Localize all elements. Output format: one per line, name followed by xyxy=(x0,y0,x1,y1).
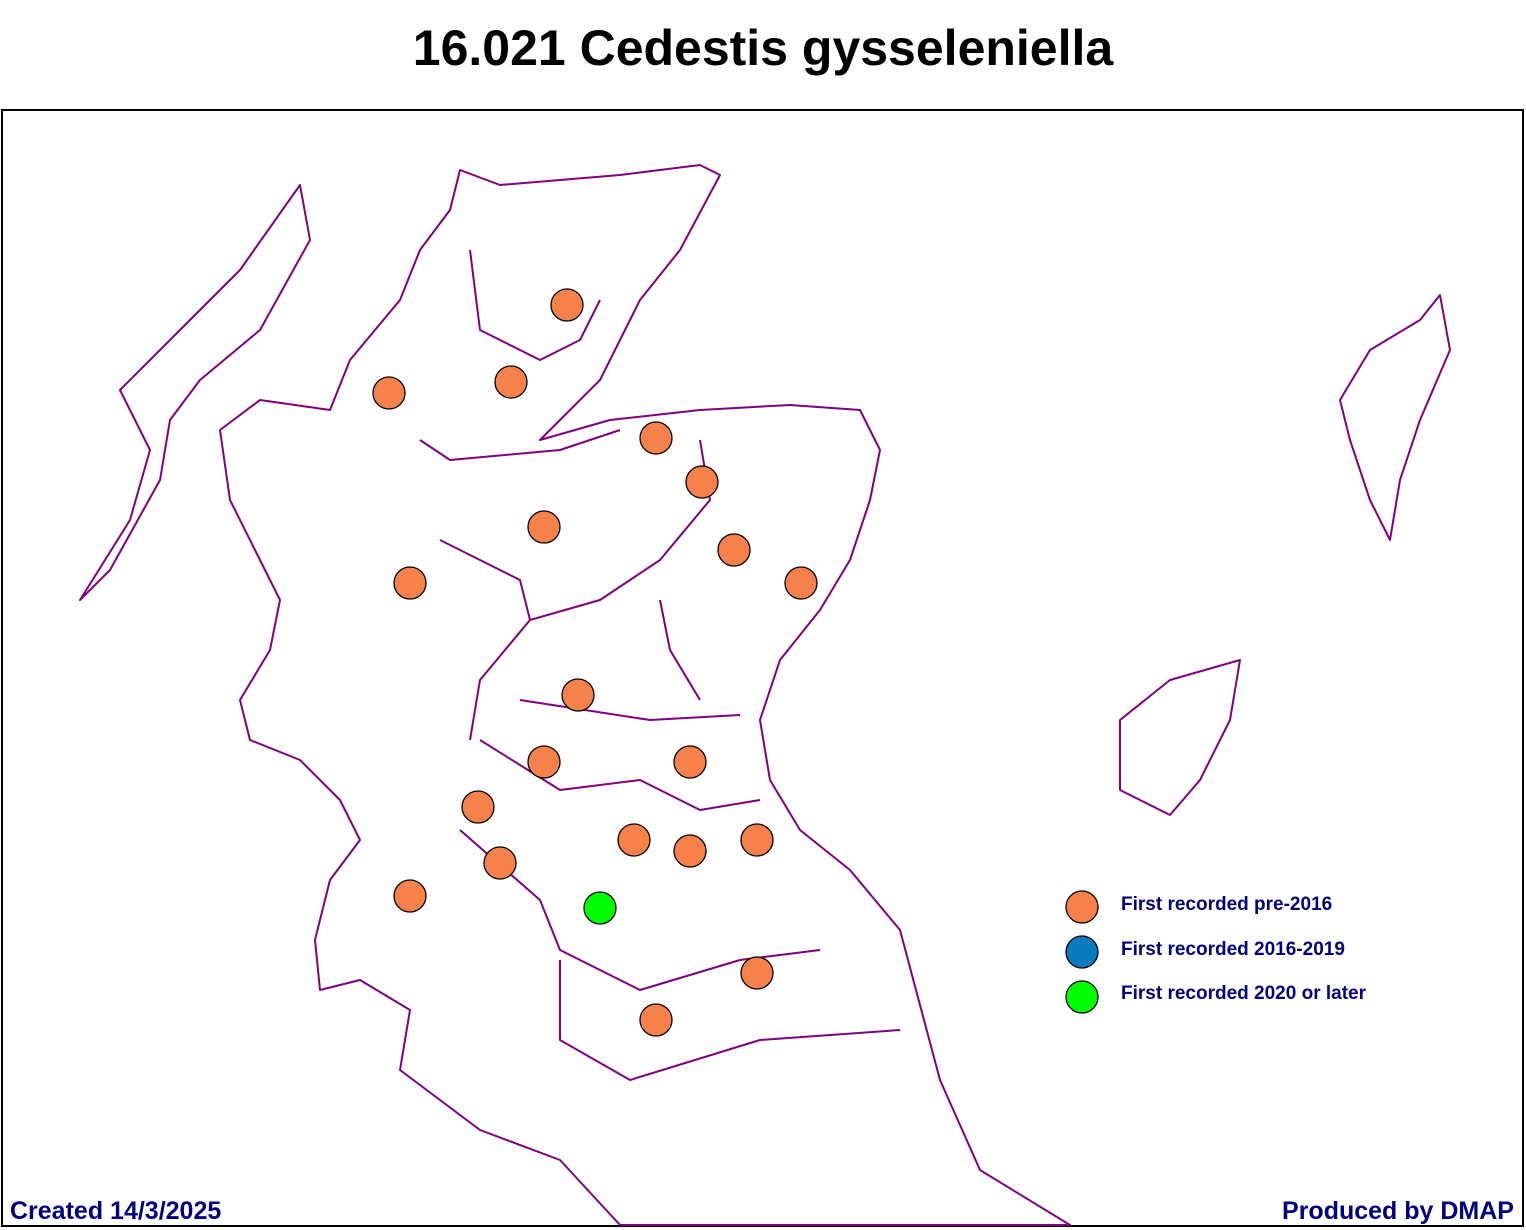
record-dot xyxy=(494,365,528,399)
shetland xyxy=(1339,294,1451,541)
record-dot xyxy=(461,790,495,824)
legend-label: First recorded 2020 or later xyxy=(1121,983,1367,1004)
record-dot xyxy=(740,956,774,990)
legend-swatch xyxy=(1065,890,1099,924)
outer-hebrides xyxy=(79,184,311,601)
record-dot xyxy=(583,891,617,925)
orkney xyxy=(1119,659,1241,816)
record-dot xyxy=(527,510,561,544)
record-dot xyxy=(639,421,673,455)
record-dot xyxy=(550,288,584,322)
boundaries xyxy=(419,249,901,1081)
record-dot xyxy=(393,566,427,600)
record-dot xyxy=(393,879,427,913)
record-dot xyxy=(784,566,818,600)
record-dot xyxy=(372,376,406,410)
legend-label: First recorded 2016-2019 xyxy=(1121,939,1345,960)
map-outline xyxy=(79,164,1451,1226)
map-frame xyxy=(1,109,1524,1227)
legend-swatch xyxy=(1065,935,1099,969)
record-dot xyxy=(639,1003,673,1037)
created-date: Created 14/3/2025 xyxy=(10,1197,221,1225)
record-dot xyxy=(527,745,561,779)
legend: First recorded pre-2016 First recorded 2… xyxy=(1065,890,1367,1014)
record-dot xyxy=(561,678,595,712)
record-dot xyxy=(617,823,651,857)
map-title: 16.021 Cedestis gysseleniella xyxy=(413,20,1115,76)
record-dot xyxy=(685,465,719,499)
record-dot xyxy=(673,745,707,779)
record-dot xyxy=(740,823,774,857)
producer: Produced by DMAP xyxy=(1282,1197,1514,1225)
record-dot xyxy=(483,846,517,880)
records xyxy=(372,288,818,1037)
legend-swatch xyxy=(1065,980,1099,1014)
record-dot xyxy=(717,533,751,567)
mainland xyxy=(219,164,1071,1226)
legend-label: First recorded pre-2016 xyxy=(1121,894,1332,915)
record-dot xyxy=(673,834,707,868)
